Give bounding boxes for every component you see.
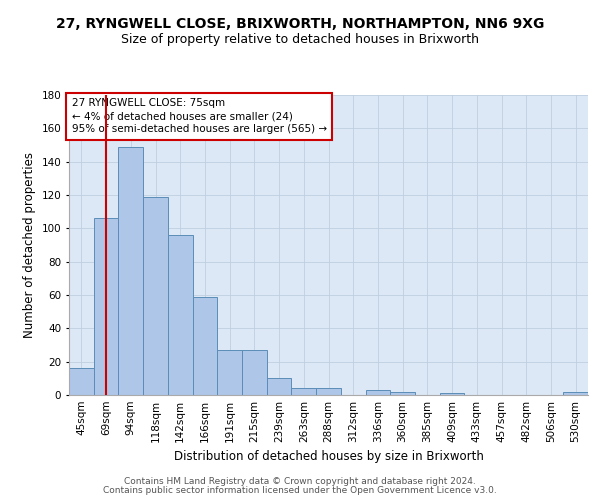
- Text: Contains public sector information licensed under the Open Government Licence v3: Contains public sector information licen…: [103, 486, 497, 495]
- Bar: [365, 390, 390, 395]
- Bar: [217, 350, 242, 395]
- Bar: [168, 235, 193, 395]
- X-axis label: Distribution of detached houses by size in Brixworth: Distribution of detached houses by size …: [173, 450, 484, 464]
- Text: 27, RYNGWELL CLOSE, BRIXWORTH, NORTHAMPTON, NN6 9XG: 27, RYNGWELL CLOSE, BRIXWORTH, NORTHAMPT…: [56, 18, 544, 32]
- Y-axis label: Number of detached properties: Number of detached properties: [23, 152, 36, 338]
- Bar: [267, 378, 292, 395]
- Bar: [69, 368, 94, 395]
- Bar: [390, 392, 415, 395]
- Text: Contains HM Land Registry data © Crown copyright and database right 2024.: Contains HM Land Registry data © Crown c…: [124, 477, 476, 486]
- Bar: [193, 296, 217, 395]
- Text: Size of property relative to detached houses in Brixworth: Size of property relative to detached ho…: [121, 32, 479, 46]
- Bar: [440, 394, 464, 395]
- Bar: [316, 388, 341, 395]
- Bar: [118, 146, 143, 395]
- Bar: [563, 392, 588, 395]
- Bar: [143, 196, 168, 395]
- Bar: [292, 388, 316, 395]
- Bar: [242, 350, 267, 395]
- Text: 27 RYNGWELL CLOSE: 75sqm
← 4% of detached houses are smaller (24)
95% of semi-de: 27 RYNGWELL CLOSE: 75sqm ← 4% of detache…: [71, 98, 327, 134]
- Bar: [94, 218, 118, 395]
